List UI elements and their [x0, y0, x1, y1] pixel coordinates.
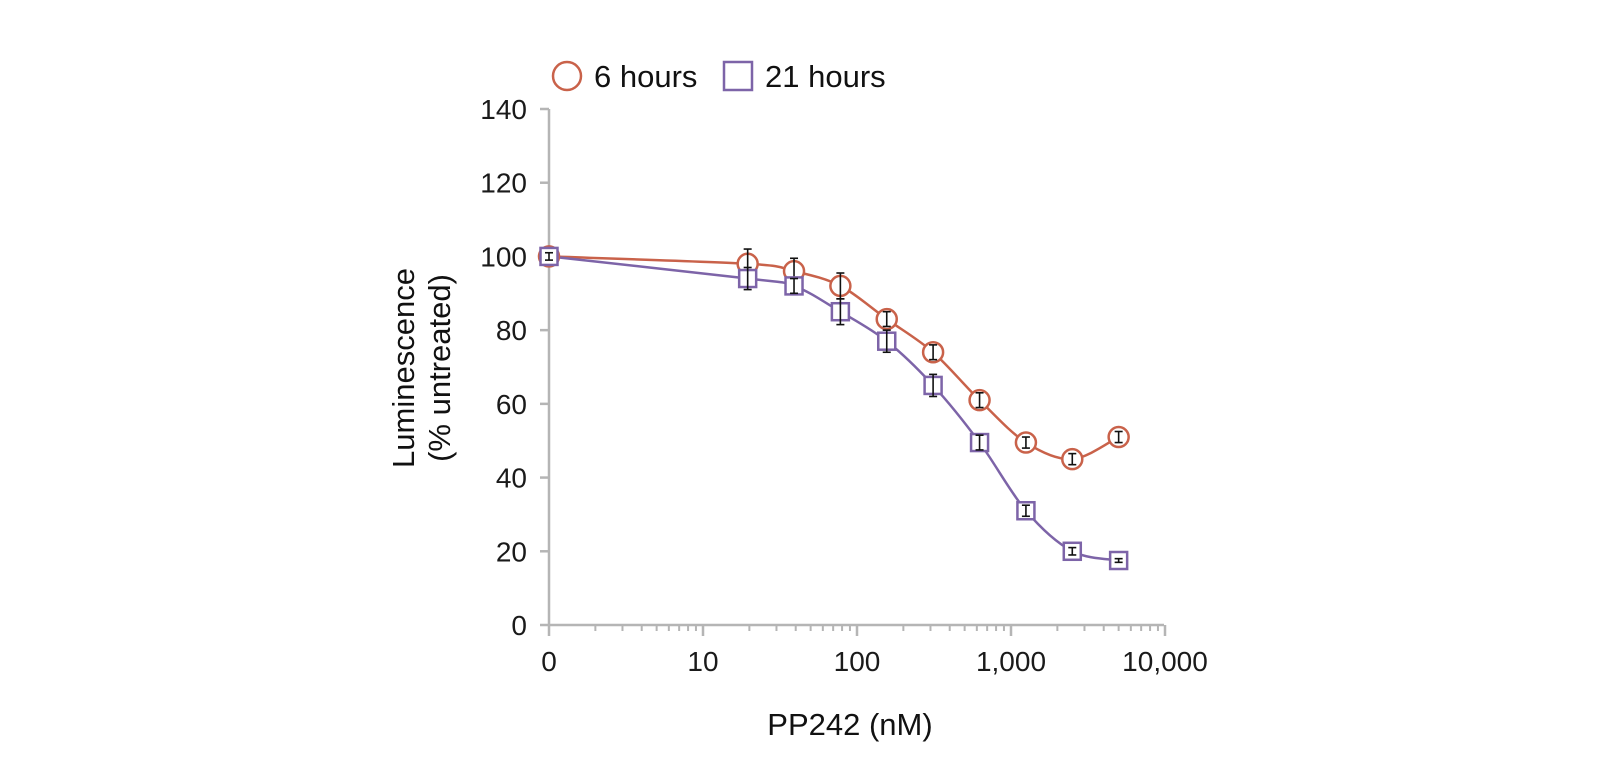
error-bar-6h	[1068, 452, 1077, 466]
error-bar-21h	[836, 298, 845, 326]
legend-item-6-hours: 6 hours	[551, 59, 697, 94]
x-tick-label: 100	[834, 646, 881, 677]
legend-circle-marker	[551, 60, 583, 92]
x-tick-label: 1,000	[976, 646, 1046, 677]
error-bar-21h	[882, 329, 891, 354]
x-axis-title: PP242 (nM)	[767, 707, 932, 742]
legend-item-21-hours: 21 hours	[722, 59, 886, 94]
error-bar-21h	[929, 373, 938, 398]
error-bar-6h	[882, 310, 891, 328]
error-bar-6h	[1114, 430, 1123, 444]
error-bar-6h	[1021, 436, 1030, 449]
plot-area	[537, 245, 1130, 571]
error-bar-21h	[545, 251, 553, 261]
y-tick-label: 80	[496, 315, 527, 346]
error-bar-6h	[929, 344, 938, 361]
y-axis-title-line1: Luminescence	[386, 268, 421, 468]
x-tick-label: 10	[687, 646, 718, 677]
error-bar-21h	[1068, 546, 1077, 556]
error-bar-21h	[1021, 504, 1030, 518]
error-bar-21h	[743, 266, 752, 291]
x-tick-label: 10,000	[1122, 646, 1208, 677]
legend-label: 6 hours	[594, 59, 697, 94]
error-bar-21h	[975, 434, 984, 451]
legend-label: 21 hours	[765, 59, 886, 94]
y-tick-label: 100	[480, 241, 527, 272]
y-tick-label: 60	[496, 389, 527, 420]
y-tick-label: 140	[480, 94, 527, 125]
legend-square-marker	[722, 60, 754, 92]
y-tick-label: 0	[511, 610, 527, 641]
error-bar-6h	[975, 391, 984, 409]
axes: 0 20 40 60 80 100 120 140 0 10 100 1,000 10,000	[480, 94, 1208, 677]
error-bar-21h	[1114, 557, 1123, 564]
y-tick-label: 40	[496, 463, 527, 494]
y-tick-label: 120	[480, 168, 527, 199]
y-axis-title-line2: (% untreated)	[422, 274, 457, 462]
error-bar-21h	[790, 277, 799, 295]
y-tick-label: 20	[496, 536, 527, 567]
legend: 6 hours 21 hours	[551, 59, 886, 94]
x-tick-label: 0	[541, 646, 557, 677]
